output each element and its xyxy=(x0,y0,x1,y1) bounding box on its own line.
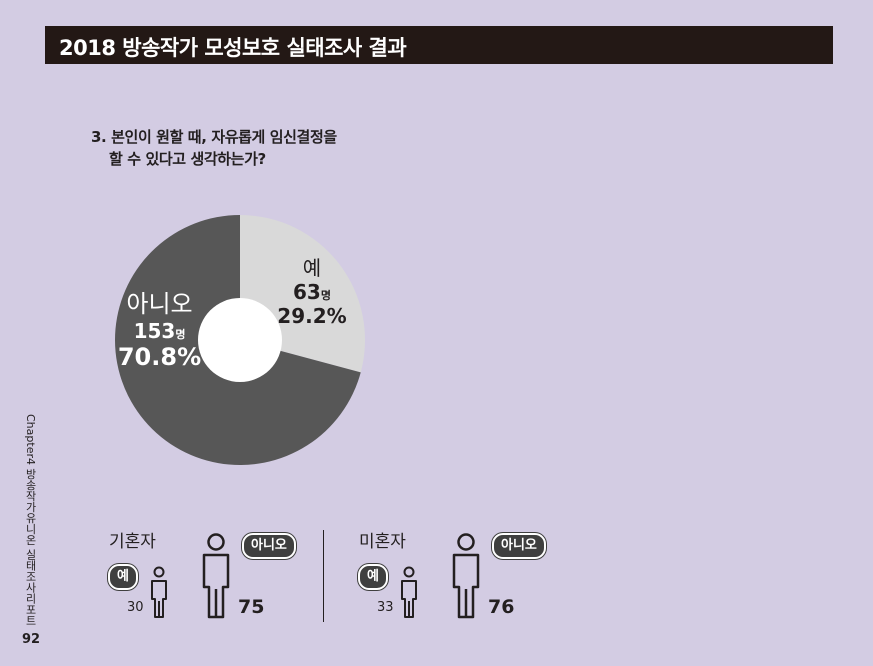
yes-speech-bubble: 예 xyxy=(358,564,388,590)
slice-no-percent: 70.8% xyxy=(117,342,202,371)
yes-speech-bubble: 예 xyxy=(108,564,138,590)
chapter-sidebar: Chapter4 방송작가유니온 실태조사리포트 xyxy=(22,414,38,626)
chapter-label: Chapter4 xyxy=(24,414,37,465)
question-line-1: 3. 본인이 원할 때, 자유롭게 임신결정을 xyxy=(91,128,337,146)
person-icon xyxy=(401,566,417,618)
slice-yes-name: 예 xyxy=(302,256,322,280)
group-divider xyxy=(323,530,324,622)
title-bar: 2018 방송작가 모성보호 실태조사 결과 xyxy=(45,26,833,64)
slice-no-unit: 명 xyxy=(175,327,186,341)
unmarried-group: 미혼자 예 33 아니오 76 xyxy=(350,520,590,630)
question-line-2: 할 수 있다고 생각하는가? xyxy=(109,150,266,168)
group-label: 기혼자 xyxy=(109,532,156,552)
slice-label-yes: 예 63명 29.2% xyxy=(272,256,352,328)
page-title: 2018 방송작가 모성보호 실태조사 결과 xyxy=(59,36,407,60)
no-speech-bubble: 아니오 xyxy=(242,533,296,559)
no-speech-bubble: 아니오 xyxy=(492,533,546,559)
slice-yes-unit: 명 xyxy=(320,289,331,302)
yes-count: 33 xyxy=(377,600,394,615)
slice-yes-percent: 29.2% xyxy=(277,304,347,328)
donut-chart xyxy=(115,215,365,465)
chapter-title: 방송작가유니온 실태조사리포트 xyxy=(24,468,37,626)
slice-label-no: 아니오 153명 70.8% xyxy=(112,290,207,372)
donut-hole xyxy=(198,298,282,382)
yes-count: 30 xyxy=(127,600,144,615)
slice-no-count: 153 xyxy=(133,318,176,343)
slice-yes-count: 63 xyxy=(293,280,321,304)
person-icon xyxy=(151,566,167,618)
person-icon xyxy=(452,533,480,619)
person-icon xyxy=(202,533,230,619)
page-number: 92 xyxy=(22,632,41,647)
no-count: 76 xyxy=(488,596,515,618)
question-text: 3. 본인이 원할 때, 자유롭게 임신결정을 할 수 있다고 생각하는가? xyxy=(91,126,337,170)
no-count: 75 xyxy=(238,596,265,618)
married-group: 기혼자 예 30 아니오 75 xyxy=(100,520,340,630)
slice-no-name: 아니오 xyxy=(126,290,193,318)
group-label: 미혼자 xyxy=(359,532,406,552)
